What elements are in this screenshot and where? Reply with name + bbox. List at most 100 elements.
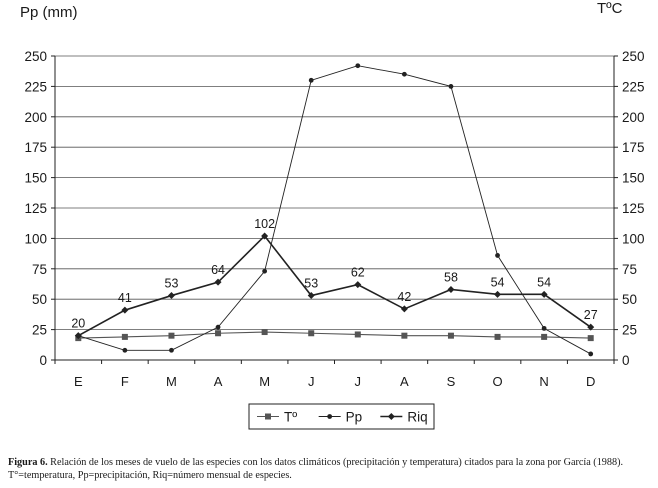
legend-label: Riq	[407, 410, 427, 425]
data-point-diamond	[307, 292, 315, 300]
category-label: A	[214, 374, 223, 389]
right-tick-label: 100	[622, 231, 645, 246]
category-label: E	[74, 374, 83, 389]
data-point-diamond	[74, 332, 82, 340]
right-tick-label: 175	[622, 140, 645, 155]
data-label: 42	[397, 290, 411, 304]
category-label: J	[308, 374, 315, 389]
left-tick-label: 125	[24, 201, 47, 216]
category-label: J	[355, 374, 362, 389]
data-point-dot	[355, 63, 361, 69]
data-labels: 20 41 53 64 102 53 62 42 58 54 54 27	[71, 217, 597, 331]
series-line	[78, 65, 591, 355]
right-tick-label: 25	[622, 323, 637, 338]
data-point-diamond	[400, 305, 408, 313]
series-layer	[74, 63, 595, 357]
data-point-diamond	[121, 306, 129, 314]
left-tick-label: 200	[24, 110, 47, 125]
series-line	[77, 234, 592, 337]
series-Riq	[74, 232, 595, 340]
right-tick-label: 150	[622, 171, 645, 186]
left-tick-label: 100	[24, 231, 47, 246]
data-label: 54	[537, 275, 551, 289]
data-point-dot	[169, 347, 174, 353]
data-point-square	[265, 413, 271, 420]
left-tick-label: 75	[32, 262, 47, 277]
data-point-square	[168, 332, 175, 339]
left-tick-label: 225	[24, 79, 47, 94]
data-label: 53	[165, 277, 179, 291]
figure-caption: Figura 6. Relación de los meses de vuelo…	[8, 456, 654, 482]
series-line	[78, 331, 591, 339]
left-tick-labels: 0 25 50 75 100 125 150 175 200 225 250	[24, 49, 47, 368]
data-point-square	[447, 332, 454, 339]
data-point-dot	[588, 351, 594, 357]
data-point-dot	[401, 71, 407, 77]
data-point-dot	[262, 268, 268, 274]
data-label: 54	[491, 275, 505, 289]
left-tick-label: 0	[39, 353, 47, 368]
series-Tº	[75, 329, 594, 342]
data-point-square	[401, 332, 408, 339]
data-point-dot	[541, 325, 547, 331]
left-tick-label: 50	[32, 292, 47, 307]
right-tick-label: 200	[622, 110, 645, 125]
right-axis-title: TºC	[597, 0, 623, 17]
legend: Tº Pp Riq	[248, 403, 435, 430]
data-point-diamond	[540, 290, 548, 298]
data-point-dot	[495, 253, 500, 258]
data-label: 102	[254, 217, 275, 231]
caption-prefix: Figura 6.	[8, 457, 48, 468]
data-point-square	[541, 333, 548, 340]
category-label: N	[539, 374, 548, 389]
left-tick-label: 150	[24, 171, 47, 186]
left-tick-label: 25	[32, 323, 47, 338]
data-point-diamond	[447, 285, 455, 293]
right-tick-label: 250	[622, 49, 645, 64]
data-point-square	[308, 330, 315, 337]
legend-label: Pp	[346, 410, 363, 425]
caption-text: Relación de los meses de vuelo de las es…	[8, 457, 624, 481]
gridlines	[55, 55, 614, 331]
right-tick-label: 50	[622, 292, 637, 307]
data-point-dot	[327, 414, 333, 419]
legend-label: Tº	[284, 410, 297, 425]
left-axis-title: Pp (mm)	[20, 4, 78, 21]
data-point-dot	[122, 347, 128, 353]
category-label: M	[259, 374, 270, 389]
data-point-square	[261, 329, 268, 336]
category-label: M	[166, 374, 177, 389]
data-label: 41	[118, 291, 132, 305]
data-label: 64	[211, 263, 225, 277]
series-Pp	[75, 63, 594, 357]
category-label: S	[447, 374, 456, 389]
right-tick-label: 75	[622, 262, 637, 277]
chart: Pp (mm) TºC 0255075100125150175200225250…	[20, 0, 645, 430]
data-point-square	[121, 333, 128, 340]
right-tick-label: 0	[622, 353, 630, 368]
data-point-diamond	[587, 323, 595, 331]
left-tick-label: 175	[24, 140, 47, 155]
data-label: 53	[304, 277, 318, 291]
data-point-square	[215, 330, 222, 337]
data-point-diamond	[354, 281, 362, 289]
right-tick-labels: 0 25 50 75 100 125 150 175 200 225 250	[622, 49, 645, 368]
data-label: 27	[584, 308, 598, 322]
data-point-square	[587, 335, 594, 342]
left-tick-label: 250	[24, 49, 47, 64]
category-label: A	[400, 374, 409, 389]
data-point-diamond	[167, 292, 175, 300]
data-label: 20	[71, 317, 85, 331]
right-tick-label: 225	[622, 79, 645, 94]
category-label: O	[492, 374, 502, 389]
data-label: 58	[444, 270, 458, 284]
data-point-diamond	[261, 232, 269, 240]
data-point-dot	[308, 77, 314, 83]
data-point-dot	[215, 324, 221, 330]
data-point-diamond	[494, 290, 502, 298]
axes	[51, 55, 618, 364]
data-point-dot	[448, 84, 454, 89]
data-point-square	[354, 331, 361, 338]
right-tick-label: 125	[622, 201, 645, 216]
